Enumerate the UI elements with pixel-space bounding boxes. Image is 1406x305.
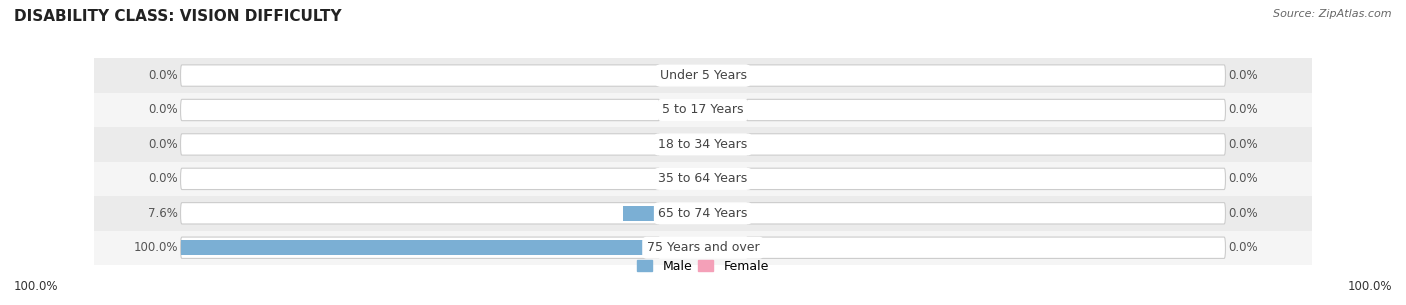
Text: 0.0%: 0.0% bbox=[1227, 69, 1257, 82]
FancyBboxPatch shape bbox=[180, 237, 659, 258]
FancyBboxPatch shape bbox=[180, 99, 659, 121]
Legend: Male, Female: Male, Female bbox=[637, 260, 769, 273]
Text: 0.0%: 0.0% bbox=[1227, 138, 1257, 151]
FancyBboxPatch shape bbox=[94, 127, 1312, 162]
Text: 0.0%: 0.0% bbox=[1227, 207, 1257, 220]
Text: 0.0%: 0.0% bbox=[1227, 241, 1257, 254]
Text: 100.0%: 100.0% bbox=[134, 241, 179, 254]
FancyBboxPatch shape bbox=[180, 134, 659, 155]
FancyBboxPatch shape bbox=[180, 65, 659, 86]
FancyBboxPatch shape bbox=[94, 231, 1312, 265]
FancyBboxPatch shape bbox=[747, 65, 1226, 86]
FancyBboxPatch shape bbox=[747, 134, 1226, 155]
FancyBboxPatch shape bbox=[747, 99, 1226, 121]
Text: 35 to 64 Years: 35 to 64 Years bbox=[658, 172, 748, 185]
Bar bbox=[180, 240, 659, 255]
Text: DISABILITY CLASS: VISION DIFFICULTY: DISABILITY CLASS: VISION DIFFICULTY bbox=[14, 9, 342, 24]
Text: 7.6%: 7.6% bbox=[148, 207, 179, 220]
Text: 0.0%: 0.0% bbox=[149, 172, 179, 185]
Text: 0.0%: 0.0% bbox=[149, 138, 179, 151]
FancyBboxPatch shape bbox=[747, 237, 1226, 258]
Text: 100.0%: 100.0% bbox=[14, 280, 59, 293]
FancyBboxPatch shape bbox=[180, 203, 659, 224]
Text: 0.0%: 0.0% bbox=[149, 69, 179, 82]
Bar bbox=[623, 206, 659, 221]
Text: Under 5 Years: Under 5 Years bbox=[659, 69, 747, 82]
Text: 65 to 74 Years: 65 to 74 Years bbox=[658, 207, 748, 220]
FancyBboxPatch shape bbox=[180, 168, 659, 189]
Text: 0.0%: 0.0% bbox=[1227, 103, 1257, 117]
Text: 18 to 34 Years: 18 to 34 Years bbox=[658, 138, 748, 151]
Text: 0.0%: 0.0% bbox=[1227, 172, 1257, 185]
FancyBboxPatch shape bbox=[94, 196, 1312, 231]
Text: 5 to 17 Years: 5 to 17 Years bbox=[662, 103, 744, 117]
Text: 0.0%: 0.0% bbox=[149, 103, 179, 117]
FancyBboxPatch shape bbox=[94, 58, 1312, 93]
FancyBboxPatch shape bbox=[747, 203, 1226, 224]
FancyBboxPatch shape bbox=[94, 93, 1312, 127]
FancyBboxPatch shape bbox=[94, 162, 1312, 196]
Text: 75 Years and over: 75 Years and over bbox=[647, 241, 759, 254]
FancyBboxPatch shape bbox=[747, 168, 1226, 189]
Text: Source: ZipAtlas.com: Source: ZipAtlas.com bbox=[1274, 9, 1392, 19]
Text: 100.0%: 100.0% bbox=[1347, 280, 1392, 293]
